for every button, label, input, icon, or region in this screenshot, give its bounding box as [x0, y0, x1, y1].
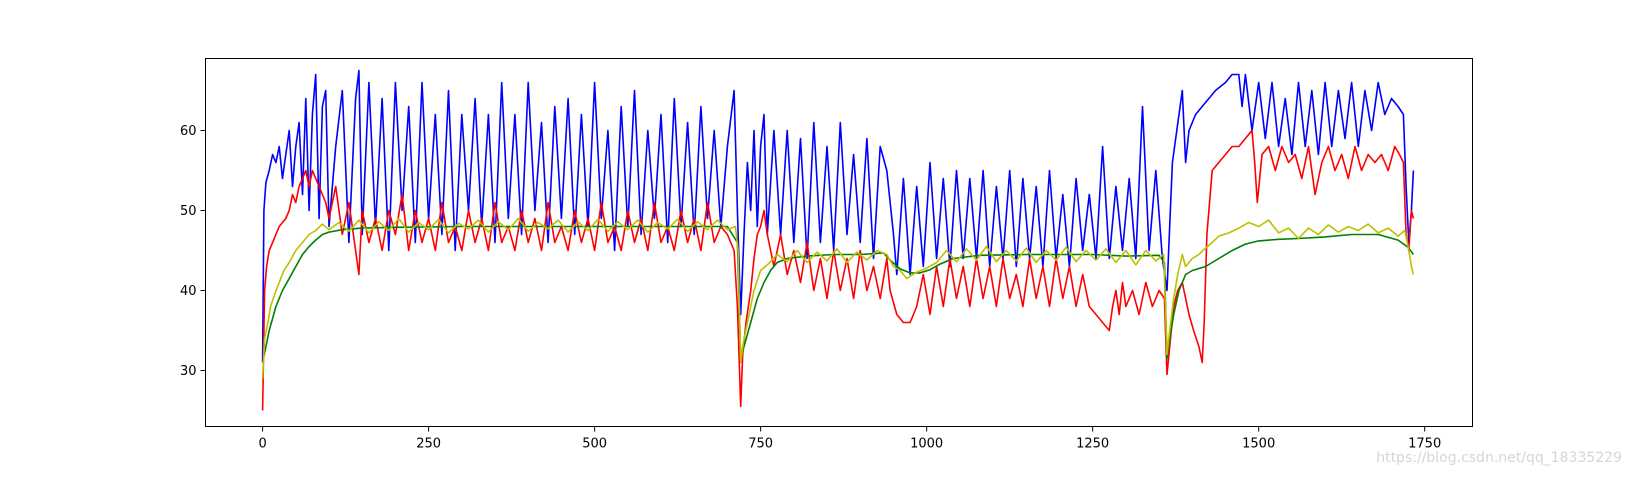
x-axis: 0 250 500 750 1000 1250 1500 1750 [258, 426, 1441, 452]
plot-frame [205, 58, 1473, 427]
x-tick-label: 1250 [1076, 437, 1109, 452]
x-tick-label: 500 [582, 437, 607, 452]
x-tick-label: 1750 [1408, 437, 1441, 452]
x-tick-label: 250 [416, 437, 441, 452]
series-line-1 [261, 69, 1415, 363]
y-tick-label: 30 [180, 364, 197, 379]
series-line-4 [261, 217, 1415, 379]
y-axis: 30 40 50 60 [180, 124, 206, 379]
y-tick-label: 60 [180, 124, 197, 139]
y-tick-label: 40 [180, 284, 197, 299]
x-tick-label: 1000 [910, 437, 943, 452]
y-tick-label: 50 [180, 204, 197, 219]
series-line-2 [261, 129, 1415, 411]
x-tick-label: 1500 [1242, 437, 1275, 452]
series-layer [261, 69, 1415, 411]
x-tick-label: 0 [258, 437, 266, 452]
x-tick-label: 750 [748, 437, 773, 452]
watermark-text: https://blog.csdn.net/qq_18335229 [1376, 450, 1622, 466]
